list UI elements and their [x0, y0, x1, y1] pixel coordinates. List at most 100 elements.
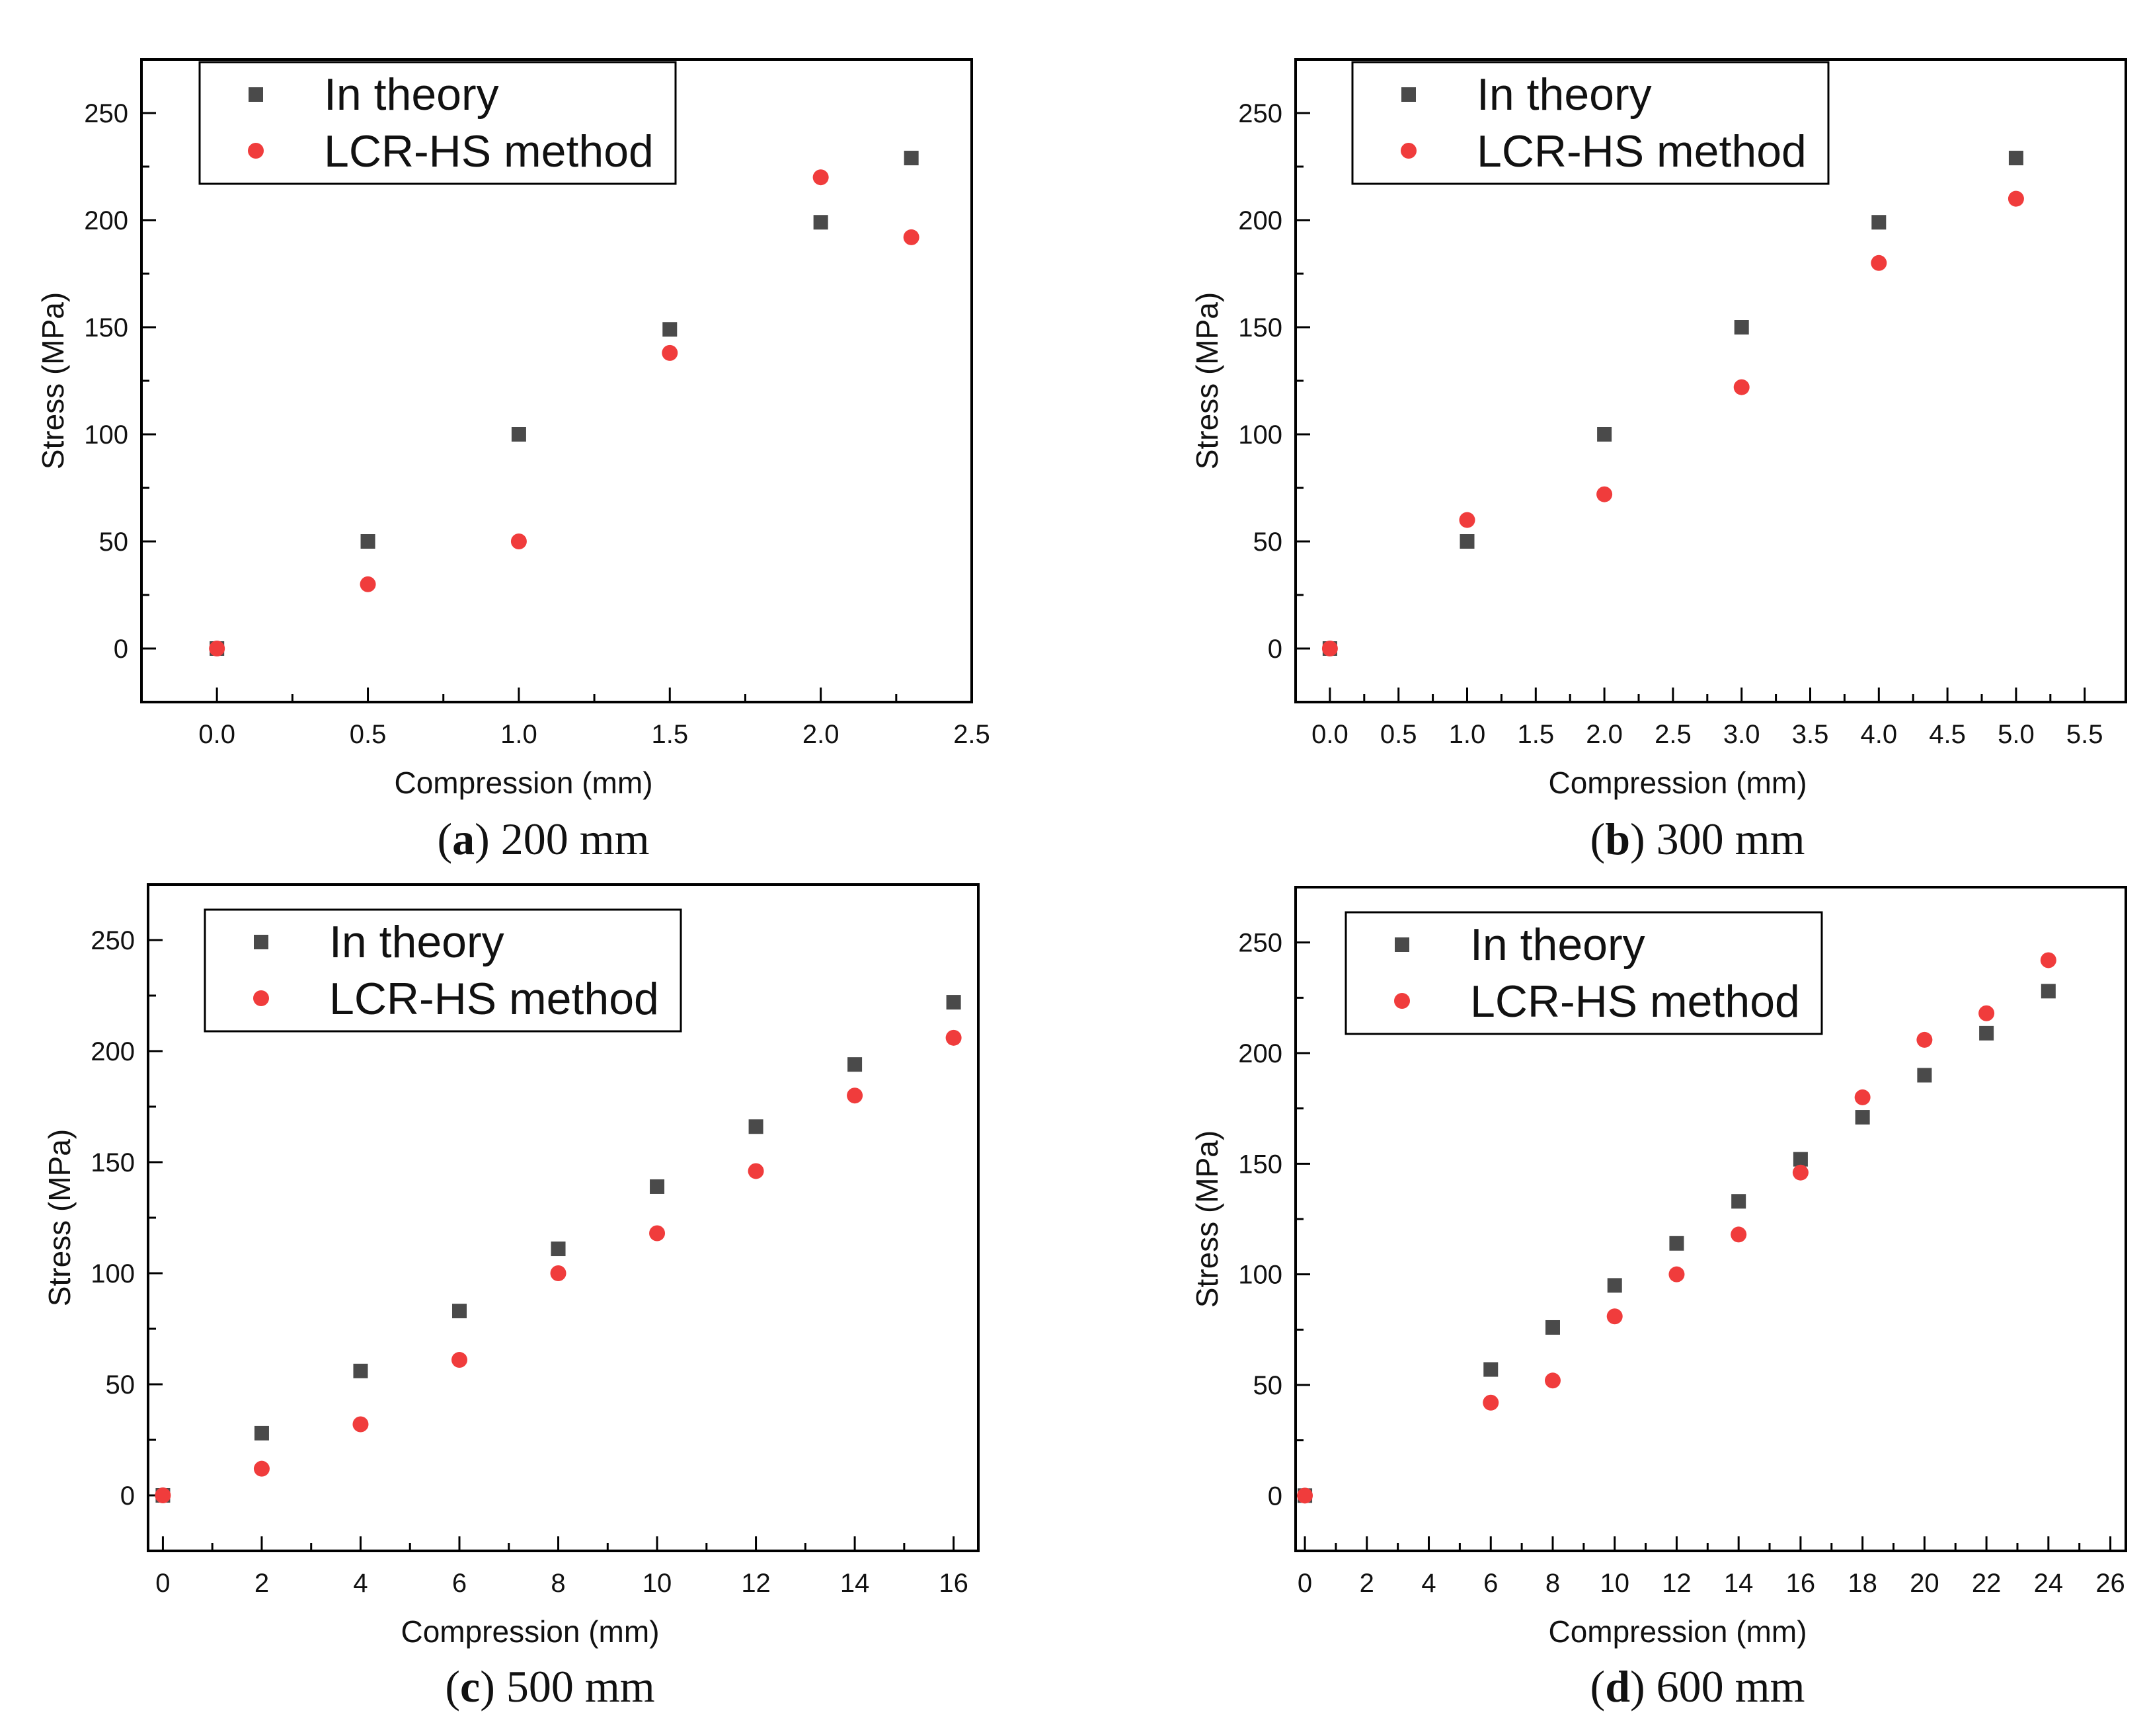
y-tick-label: 150: [1238, 1150, 1282, 1179]
caption-open-paren: (: [445, 1661, 460, 1712]
x-tick-label: 2: [1360, 1569, 1374, 1598]
x-tick-label: 10: [643, 1569, 672, 1598]
x-tick-label: 0.0: [198, 720, 235, 749]
theory-point: [360, 534, 375, 549]
x-tick-label: 10: [1600, 1569, 1629, 1598]
lcr-point: [1606, 1308, 1623, 1325]
lcr-point: [1733, 379, 1750, 395]
y-tick-label: 100: [84, 420, 128, 450]
legend-theory-label: In theory: [329, 917, 504, 967]
lcr-point: [1596, 486, 1613, 502]
y-tick-label: 50: [99, 528, 129, 557]
theory-point: [1979, 1025, 1994, 1041]
theory-point: [813, 215, 828, 230]
lcr-point: [2040, 952, 2056, 968]
lcr-point: [1792, 1164, 1809, 1181]
theory-point: [2008, 151, 2023, 166]
y-tick-label: 150: [1238, 313, 1282, 342]
legend-theory-label: In theory: [1477, 69, 1652, 120]
lcr-point: [1321, 641, 1338, 656]
x-tick-label: 0.0: [1311, 720, 1348, 749]
caption-open-paren: (: [437, 814, 452, 864]
theory-point: [452, 1304, 467, 1319]
legend-lcr-label: LCR-HS method: [1470, 976, 1800, 1027]
panel-caption: (a) 200 mm: [437, 814, 649, 864]
theory-point: [2041, 984, 2056, 999]
x-tick-label: 1.5: [651, 720, 688, 749]
x-tick-label: 0.5: [1380, 720, 1417, 749]
theory-point: [1545, 1320, 1560, 1335]
x-tick-label: 24: [2034, 1569, 2064, 1598]
theory-point: [1483, 1362, 1499, 1377]
lcr-point: [945, 1029, 962, 1046]
lcr-point: [1459, 512, 1475, 528]
theory-point: [1669, 1236, 1684, 1251]
chart-panel-d: 0 2 4 6 8 10 12 14 16 18 20 22 24 26050100150200250Co…: [1190, 886, 2127, 1712]
legend-lcr-label: LCR-HS method: [329, 974, 659, 1024]
legend-theory-marker: [249, 87, 263, 102]
x-tick-label: 2: [254, 1569, 269, 1598]
y-tick-label: 200: [84, 206, 128, 235]
x-tick-label: 0: [1298, 1569, 1312, 1598]
y-axis-title: Stress (MPa): [42, 1129, 77, 1306]
caption-size: 200 mm: [501, 814, 650, 864]
lcr-point: [1871, 255, 1887, 271]
legend-lcr-label: LCR-HS method: [1477, 126, 1807, 177]
y-tick-label: 250: [84, 99, 128, 128]
theory-point: [1731, 1194, 1746, 1209]
lcr-point: [1544, 1372, 1561, 1389]
lcr-point: [1297, 1487, 1313, 1504]
lcr-point: [360, 576, 376, 592]
lcr-point: [352, 1416, 369, 1433]
x-tick-label: 5.5: [2066, 720, 2103, 749]
y-tick-label: 0: [120, 1481, 135, 1511]
x-tick-label: 12: [741, 1569, 771, 1598]
caption-close-paren: ): [480, 1661, 506, 1712]
caption-close-paren: ): [1630, 814, 1657, 864]
x-tick-label: 4: [353, 1569, 368, 1598]
x-tick-label: 14: [1724, 1569, 1754, 1598]
chart-panel-a: 0.0 0.5 1.0 1.5 2.0 2.5 0 50 100 150 200 250 Compres…: [36, 58, 990, 864]
y-axis-title: Stress (MPa): [1190, 1130, 1224, 1308]
y-tick-label: 0: [1268, 635, 1282, 664]
lcr-point: [510, 533, 527, 549]
theory-point: [254, 1425, 269, 1440]
theory-point: [1460, 534, 1475, 549]
legend-theory-label: In theory: [1470, 920, 1645, 970]
caption-size: 500 mm: [506, 1661, 655, 1712]
panel-caption: (d) 600 mm: [1590, 1661, 1805, 1712]
y-tick-label: 100: [1238, 1261, 1282, 1290]
y-tick-label: 50: [1253, 528, 1283, 557]
lcr-point: [451, 1352, 467, 1368]
chart-panel-c: 0 2 4 6 8 10 12 14 16 0 50 100 150 200 250 Compression …: [42, 883, 980, 1712]
theory-point: [1793, 1152, 1808, 1167]
y-tick-label: 200: [1238, 1039, 1282, 1068]
lcr-point: [1978, 1005, 1995, 1021]
y-axis-title: Stress (MPa): [1190, 292, 1224, 469]
x-tick-label: 2.5: [1655, 720, 1692, 749]
caption-letter: c: [460, 1661, 480, 1712]
x-tick-label: 1.5: [1518, 720, 1555, 749]
lcr-point: [748, 1163, 764, 1179]
legend-lcr-label: LCR-HS method: [324, 126, 654, 177]
x-tick-label: 8: [1545, 1569, 1560, 1598]
chart-panel-b: 0.0 0.5 1.0 1.5 2.0 2.5 3.0 3.5 4.0 4.5 5.0 5.5 0 50 1…: [1190, 58, 2127, 864]
theory-point: [748, 1119, 763, 1134]
y-tick-label: 150: [91, 1148, 135, 1177]
y-tick-label: 0: [114, 635, 128, 664]
y-tick-label: 50: [1253, 1371, 1283, 1400]
y-tick-label: 200: [91, 1037, 135, 1066]
legend-box: [1351, 61, 1830, 185]
lcr-point: [1668, 1266, 1685, 1282]
theory-point: [353, 1363, 368, 1378]
x-tick-label: 16: [939, 1569, 968, 1598]
caption-close-paren: ): [475, 814, 501, 864]
theory-point: [1607, 1278, 1622, 1293]
x-tick-label: 3.0: [1723, 720, 1760, 749]
legend-lcr-marker: [1401, 143, 1417, 159]
y-tick-label: 0: [1268, 1481, 1282, 1511]
x-tick-label: 2.0: [1586, 720, 1623, 749]
caption-close-paren: ): [1630, 1661, 1657, 1712]
y-tick-label: 50: [106, 1370, 136, 1400]
x-tick-label: 2.0: [802, 720, 839, 749]
